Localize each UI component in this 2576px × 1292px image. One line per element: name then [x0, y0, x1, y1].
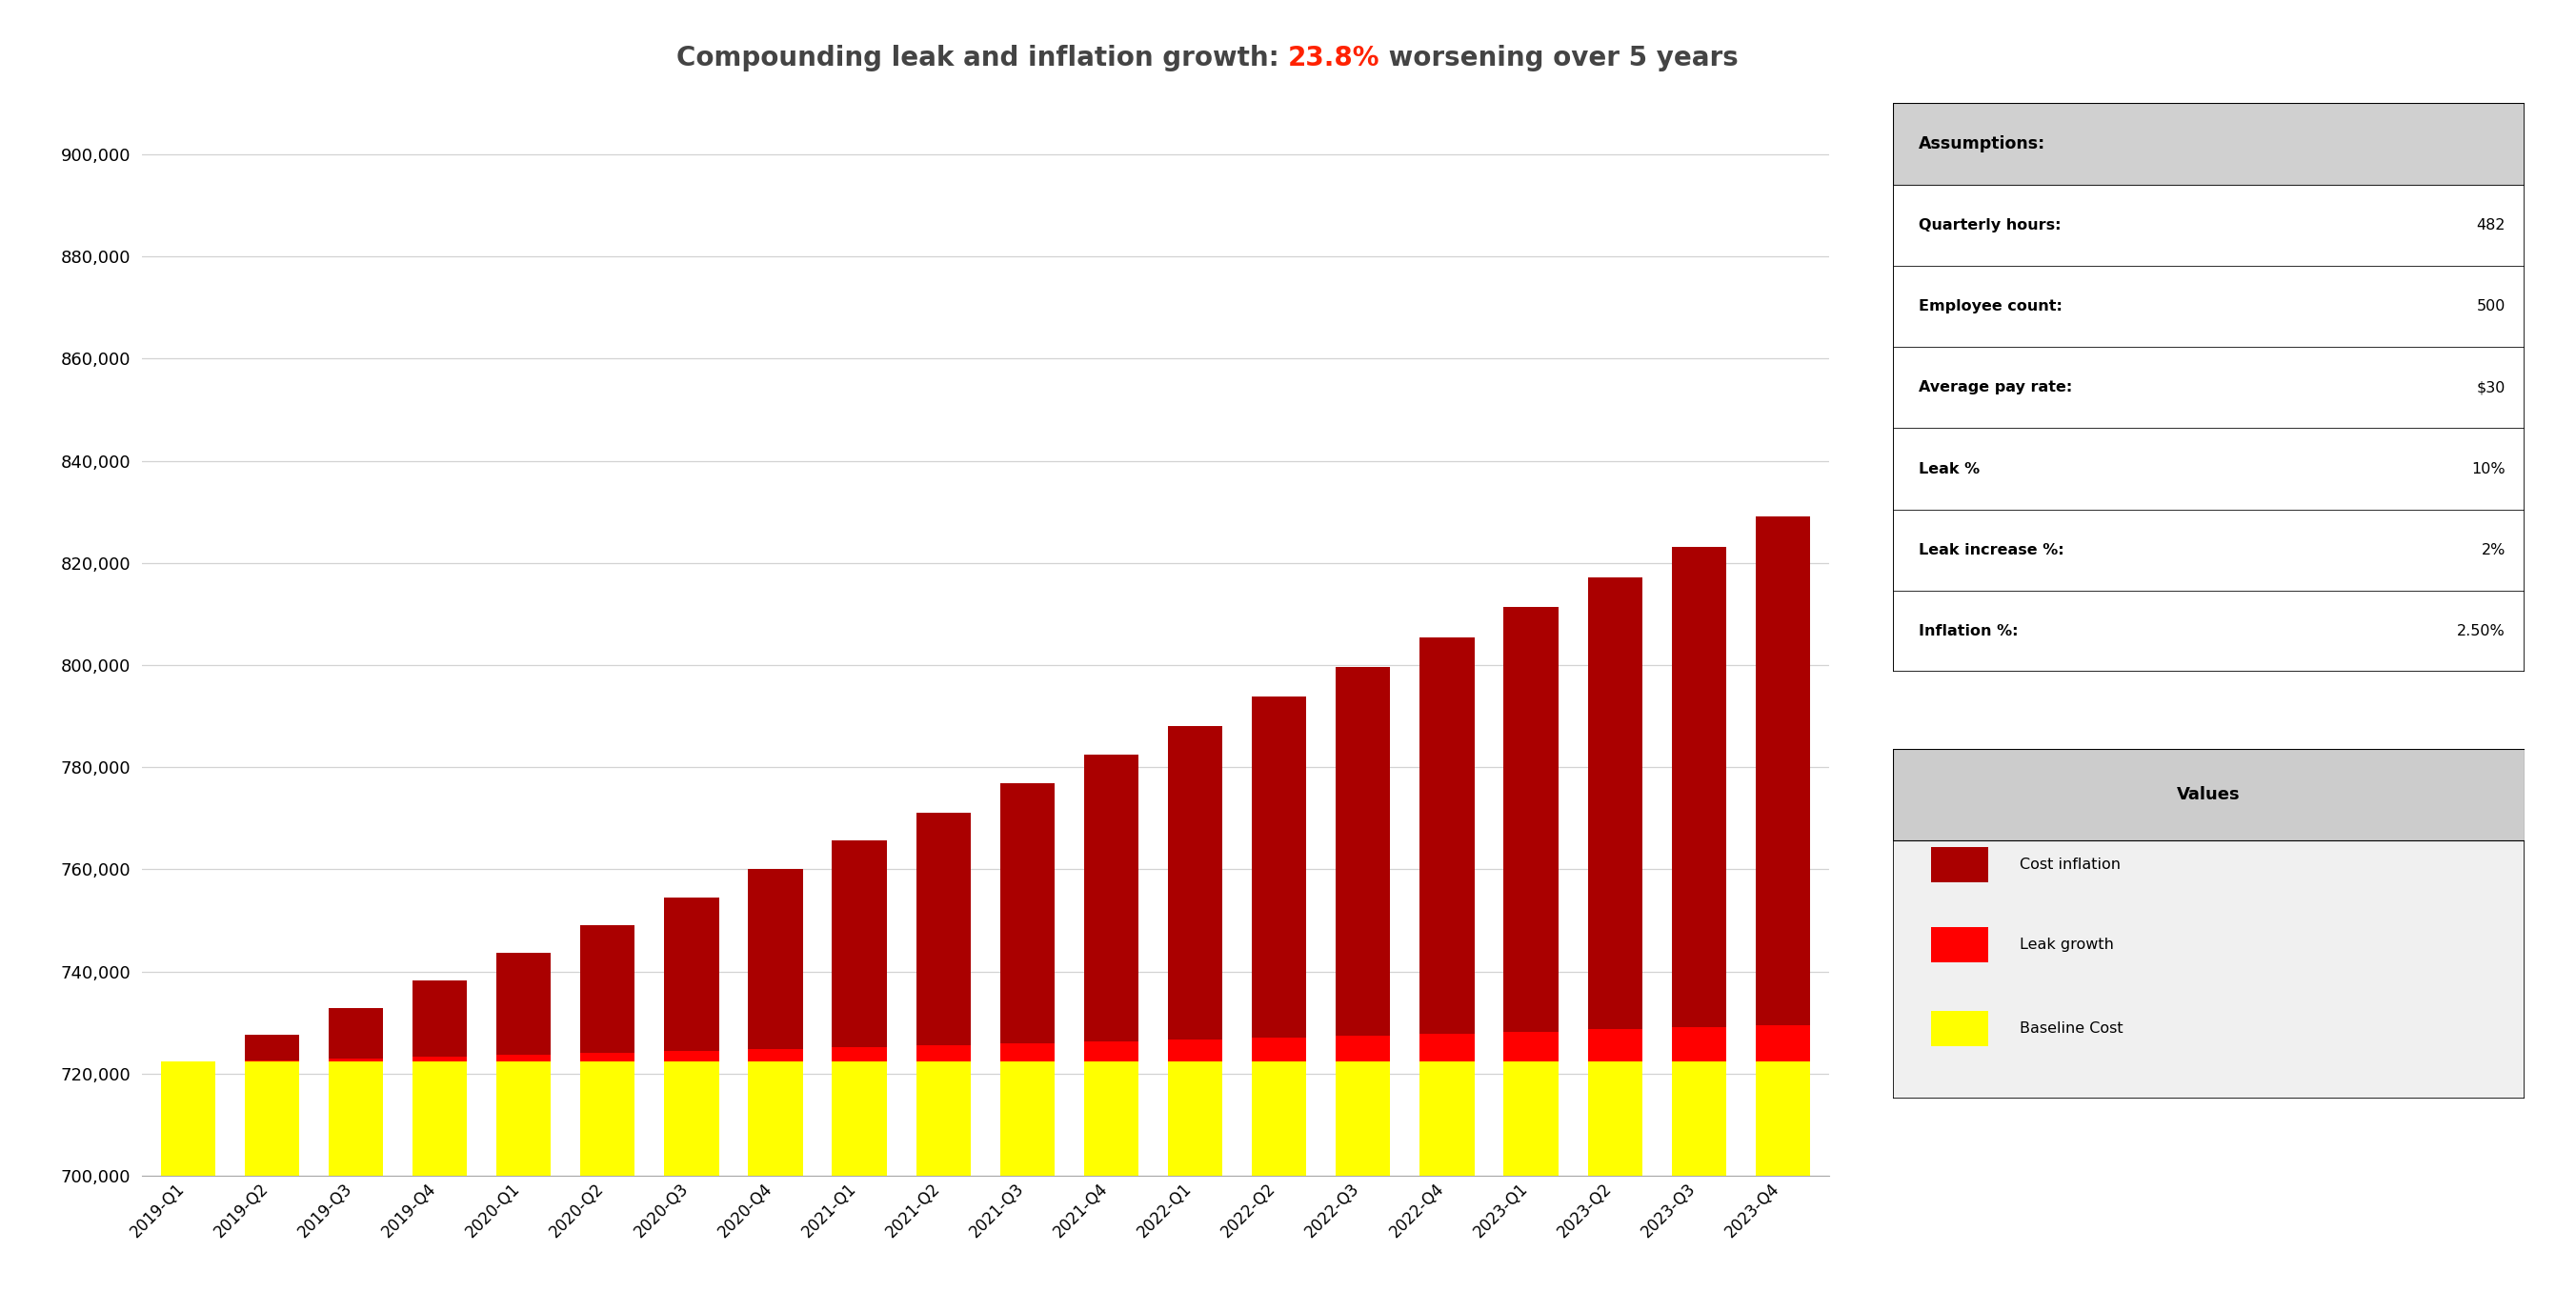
Bar: [999, 1043, 1054, 1062]
Bar: [245, 1035, 299, 1059]
FancyBboxPatch shape: [1893, 348, 2524, 428]
Bar: [999, 1062, 1054, 1292]
Bar: [1504, 1062, 1558, 1292]
Bar: [1587, 1030, 1641, 1062]
Bar: [1754, 1062, 1811, 1292]
FancyBboxPatch shape: [1893, 509, 2524, 590]
Text: Assumptions:: Assumptions:: [1919, 136, 2045, 152]
Text: Employee count:: Employee count:: [1919, 300, 2063, 314]
Bar: [412, 981, 466, 1057]
Text: 482: 482: [2476, 218, 2506, 233]
Bar: [245, 1062, 299, 1292]
Bar: [1084, 1062, 1139, 1292]
Bar: [330, 1058, 384, 1062]
Bar: [1419, 1034, 1473, 1062]
FancyBboxPatch shape: [1893, 749, 2524, 840]
Text: Inflation %:: Inflation %:: [1919, 624, 2017, 638]
Text: 10%: 10%: [2470, 461, 2506, 475]
Text: Leak %: Leak %: [1919, 461, 1981, 475]
Bar: [1419, 637, 1473, 1034]
FancyBboxPatch shape: [1893, 185, 2524, 266]
Text: 23.8%: 23.8%: [1288, 45, 1381, 72]
Bar: [1167, 1062, 1224, 1292]
Bar: [580, 925, 634, 1053]
FancyBboxPatch shape: [1893, 103, 2524, 185]
Bar: [497, 953, 551, 1054]
Bar: [330, 1062, 384, 1292]
FancyBboxPatch shape: [1893, 266, 2524, 348]
Bar: [665, 897, 719, 1050]
Bar: [665, 1050, 719, 1062]
Bar: [832, 1062, 886, 1292]
Bar: [580, 1053, 634, 1062]
Bar: [1167, 726, 1224, 1039]
Bar: [917, 813, 971, 1045]
Text: Leak increase %:: Leak increase %:: [1919, 543, 2063, 557]
Bar: [580, 1062, 634, 1292]
Text: Average pay rate:: Average pay rate:: [1919, 380, 2071, 395]
Bar: [497, 1054, 551, 1062]
Bar: [1084, 1041, 1139, 1062]
Bar: [1587, 1062, 1641, 1292]
Bar: [917, 1062, 971, 1292]
Bar: [665, 1062, 719, 1292]
Bar: [1587, 578, 1641, 1030]
Bar: [1754, 516, 1811, 1026]
Bar: [245, 1059, 299, 1062]
Bar: [1672, 547, 1726, 1027]
Text: Compounding leak and inflation growth:: Compounding leak and inflation growth:: [675, 45, 1288, 72]
Bar: [1504, 607, 1558, 1031]
FancyBboxPatch shape: [1893, 590, 2524, 672]
Bar: [412, 1057, 466, 1062]
Bar: [1932, 1010, 1989, 1047]
Bar: [1337, 1035, 1391, 1062]
Bar: [1672, 1027, 1726, 1062]
Text: Leak growth: Leak growth: [2020, 938, 2115, 952]
Bar: [999, 783, 1054, 1043]
Bar: [1337, 1062, 1391, 1292]
Bar: [1252, 696, 1306, 1037]
Bar: [1252, 1037, 1306, 1062]
Text: Cost inflation: Cost inflation: [2020, 858, 2120, 872]
Bar: [747, 870, 804, 1049]
Bar: [1932, 928, 1989, 963]
Text: Baseline Cost: Baseline Cost: [2020, 1021, 2123, 1036]
Bar: [747, 1062, 804, 1292]
Bar: [1504, 1031, 1558, 1062]
Bar: [1672, 1062, 1726, 1292]
Bar: [330, 1008, 384, 1058]
Text: Values: Values: [2177, 786, 2241, 804]
Text: 500: 500: [2476, 300, 2506, 314]
Bar: [160, 1062, 216, 1292]
Text: worsening over 5 years: worsening over 5 years: [1381, 45, 1739, 72]
Text: 2.50%: 2.50%: [2458, 624, 2506, 638]
Bar: [1932, 848, 1989, 882]
Text: Quarterly hours:: Quarterly hours:: [1919, 218, 2061, 233]
Bar: [412, 1062, 466, 1292]
Bar: [1754, 1026, 1811, 1062]
Text: $30: $30: [2476, 380, 2506, 395]
Text: 2%: 2%: [2481, 543, 2506, 557]
Bar: [1337, 667, 1391, 1035]
Bar: [1167, 1039, 1224, 1062]
Bar: [832, 841, 886, 1047]
FancyBboxPatch shape: [1893, 428, 2524, 509]
Bar: [747, 1049, 804, 1062]
Bar: [1084, 755, 1139, 1041]
FancyBboxPatch shape: [1893, 749, 2524, 1098]
Bar: [917, 1045, 971, 1062]
Bar: [497, 1062, 551, 1292]
Bar: [1252, 1062, 1306, 1292]
Bar: [1419, 1062, 1473, 1292]
Bar: [832, 1047, 886, 1062]
